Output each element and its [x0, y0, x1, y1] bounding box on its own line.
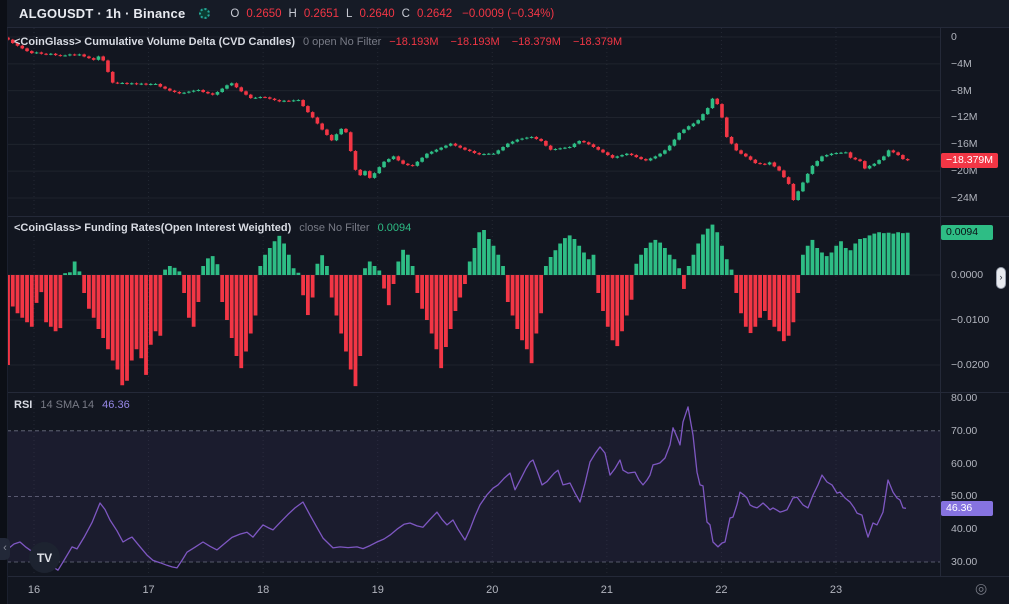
funding-indicator-title[interactable]: <CoinGlass> Funding Rates(Open Interest … [14, 222, 292, 234]
cvd-indicator-params: 0 open No Filter [302, 36, 382, 48]
time-axis[interactable]: 16 17 18 19 20 21 22 23 [0, 576, 1009, 604]
close-label: C [401, 7, 410, 20]
pane-separator[interactable] [0, 216, 1009, 217]
funding-bars-series [6, 224, 910, 387]
funding-indicator-params: close No Filter [299, 222, 370, 234]
cvd-legend[interactable]: <CoinGlass> Cumulative Volume Delta (CVD… [14, 36, 622, 48]
price-axis-drag-handle[interactable]: › [996, 267, 1006, 289]
rsi-indicator-title[interactable]: RSI [14, 399, 33, 411]
time-axis-label: 23 [829, 584, 843, 596]
high-label: H [288, 7, 297, 20]
time-axis-label: 17 [142, 584, 155, 596]
high-value: 0.2651 [303, 7, 340, 20]
chart-header: ALGOUSDT · 1h · Binance O 0.2650 H 0.2651 … [7, 0, 1009, 28]
cvd-low-value: −18.379M [511, 36, 561, 48]
time-axis-label: 18 [257, 584, 270, 596]
goto-realtime-icon[interactable]: ◎ [975, 581, 988, 597]
cvd-high-value: −18.193M [450, 36, 500, 48]
cvd-candles-series [6, 36, 910, 201]
cvd-last-price-badge: −18.379M [941, 152, 998, 168]
connection-status-icon [199, 8, 211, 19]
rsi-value: 46.36 [102, 399, 130, 411]
sidebar-collapse-handle[interactable]: ‹ [0, 538, 10, 560]
low-label: L [346, 7, 353, 20]
pane-separator[interactable] [0, 392, 1009, 393]
cvd-indicator-title[interactable]: <CoinGlass> Cumulative Volume Delta (CVD… [14, 36, 295, 48]
funding-last-price-badge: 0.0094 [941, 225, 993, 241]
left-toolbar-strip [0, 0, 8, 604]
open-label: O [230, 7, 240, 20]
close-value: 0.2642 [416, 7, 453, 20]
time-axis-label: 22 [715, 584, 728, 596]
time-axis-label: 16 [27, 584, 41, 596]
rsi-band [7, 430, 940, 562]
rsi-indicator-params: 14 SMA 14 [40, 399, 95, 411]
tradingview-logo[interactable]: TV [29, 542, 60, 573]
cvd-close-value: −18.379M [572, 36, 623, 48]
cvd-ohlc-values: −18.193M −18.193M −18.379M −18.379M [389, 36, 622, 48]
funding-value: 0.0094 [377, 222, 412, 234]
funding-legend[interactable]: <CoinGlass> Funding Rates(Open Interest … [14, 222, 411, 234]
time-axis-label: 19 [371, 584, 384, 596]
rsi-last-price-badge: 46.36 [941, 500, 993, 516]
low-value: 0.2640 [359, 7, 395, 20]
rsi-legend[interactable]: RSI 14 SMA 14 46.36 [14, 399, 130, 411]
time-axis-label: 20 [486, 584, 499, 596]
cvd-open-value: −18.193M [389, 36, 439, 48]
time-axis-label: 21 [600, 584, 613, 596]
symbol-title[interactable]: ALGOUSDT · 1h · Binance [19, 6, 186, 21]
price-axis[interactable] [940, 28, 1009, 576]
rsi-line [7, 406, 907, 571]
open-value: 0.2650 [246, 7, 282, 20]
change-value: −0.0009 (−0.34%) [462, 7, 555, 20]
ohlc-readout: O 0.2650 H 0.2651 L 0.2640 C 0.2642 [230, 8, 452, 20]
